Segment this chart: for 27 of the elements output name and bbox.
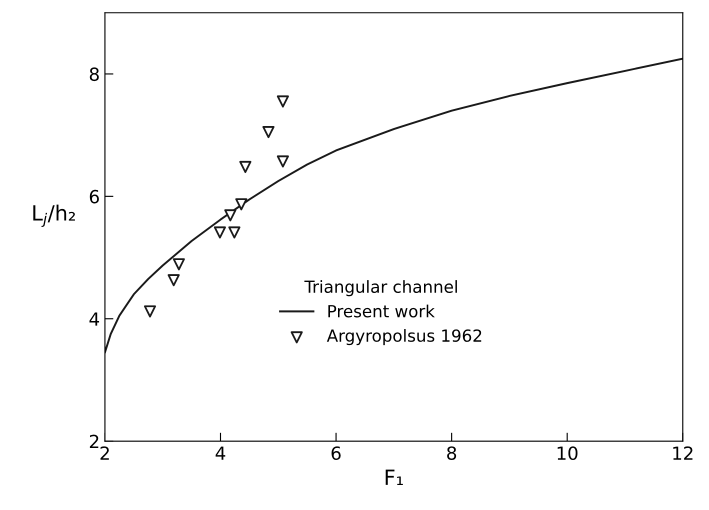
line-series (104, 58, 683, 354)
y-tick-label: 6 (90, 190, 99, 204)
y-tick-label: 4 (89, 312, 100, 326)
x-tick-label: 6 (332, 446, 341, 460)
point (214, 226, 226, 239)
x-tick-label: 12 (673, 446, 692, 460)
point (235, 198, 248, 210)
x-tick-label: 2 (100, 446, 109, 460)
x-tick-label: 4 (216, 446, 226, 460)
x-tick-label: 10 (558, 446, 578, 460)
legend-label: Argyropolsus 1962 (326, 329, 482, 346)
y-axis-title: L$_{j}$/h₂ (33, 204, 75, 227)
point (168, 274, 180, 286)
point (276, 95, 289, 108)
x-axis-title: F₁ (386, 470, 403, 485)
point (172, 258, 185, 270)
y-tick-label: 8 (90, 67, 99, 82)
point (228, 226, 240, 239)
point (276, 155, 289, 168)
point (262, 126, 275, 138)
point (239, 160, 252, 174)
point (224, 209, 236, 222)
point (144, 305, 156, 318)
y-tick-label: 2 (90, 434, 98, 448)
legend-title: Triangular channel (304, 280, 457, 296)
legend-label: Present work (328, 304, 435, 318)
x-tick-label: 8 (447, 446, 456, 460)
